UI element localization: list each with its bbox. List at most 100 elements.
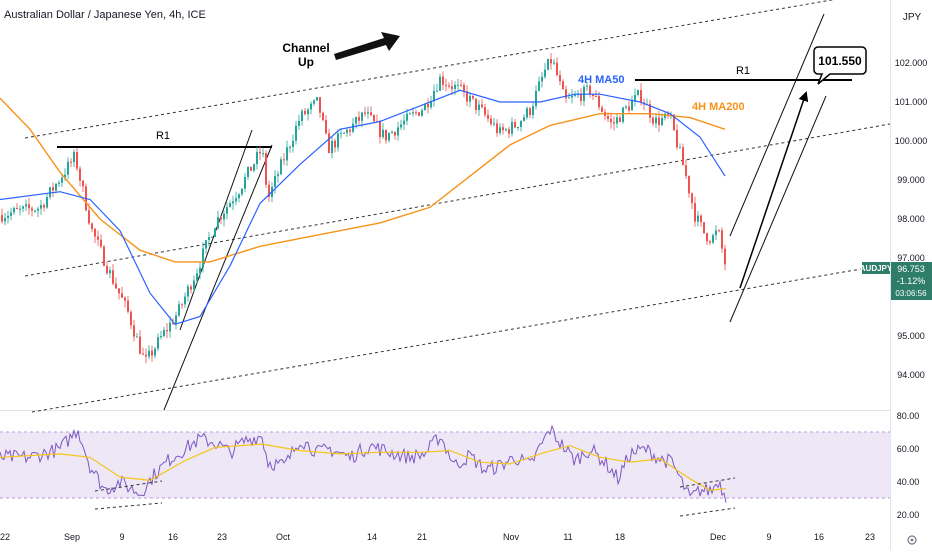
time-tick-label: 18 bbox=[615, 532, 625, 542]
rsi-tick-label: 80.00 bbox=[897, 411, 920, 421]
candle bbox=[124, 296, 126, 308]
candle bbox=[115, 277, 117, 290]
candle bbox=[634, 88, 636, 107]
wedge-lines bbox=[163, 13, 827, 411]
candle bbox=[688, 175, 690, 198]
time-tick-label: 23 bbox=[217, 532, 227, 542]
candle bbox=[352, 117, 354, 134]
candle bbox=[178, 300, 180, 317]
price-axis[interactable]: 102.000101.000100.00099.00098.00097.0009… bbox=[895, 58, 928, 380]
candle bbox=[112, 264, 114, 286]
channel-bottom-line bbox=[31, 263, 891, 413]
candle bbox=[451, 80, 453, 96]
channel-top-line bbox=[24, 0, 835, 139]
candle bbox=[691, 192, 693, 209]
candle bbox=[199, 262, 201, 280]
candle bbox=[526, 106, 528, 120]
candle bbox=[721, 227, 723, 253]
candle bbox=[349, 128, 351, 137]
candle bbox=[532, 101, 534, 120]
candle bbox=[235, 191, 237, 205]
candle bbox=[94, 227, 96, 244]
candle bbox=[628, 101, 630, 113]
candle bbox=[709, 239, 711, 246]
candle bbox=[28, 197, 30, 215]
candle bbox=[109, 266, 111, 279]
time-tick-label: 16 bbox=[814, 532, 824, 542]
channel-label-line2: Up bbox=[298, 55, 314, 69]
candle bbox=[529, 106, 531, 119]
rsi-line bbox=[0, 424, 727, 503]
candle bbox=[223, 210, 225, 227]
candle bbox=[16, 203, 18, 210]
r1-right-label: R1 bbox=[736, 65, 750, 77]
candle bbox=[517, 126, 519, 131]
rsi-ma-line bbox=[0, 443, 727, 491]
candle bbox=[184, 292, 186, 308]
candle bbox=[196, 268, 198, 284]
candle bbox=[442, 71, 444, 91]
candle bbox=[511, 117, 513, 137]
candle bbox=[562, 79, 564, 90]
candle bbox=[52, 182, 54, 198]
candle bbox=[625, 104, 627, 110]
channel-lines bbox=[24, 0, 891, 413]
candle bbox=[292, 134, 294, 153]
candle bbox=[205, 239, 207, 254]
candle bbox=[298, 114, 300, 130]
candle bbox=[637, 89, 639, 97]
time-axis[interactable]: 22 Sep 9 16 23 Oct 14 21 Nov 11 18 Dec 9 16 23 bbox=[0, 532, 875, 542]
time-tick-label: 9 bbox=[766, 532, 771, 542]
ma200-line bbox=[0, 97, 726, 263]
candle bbox=[142, 347, 144, 356]
rsi-axis[interactable]: 80.00 60.00 40.00 20.00 bbox=[897, 411, 920, 520]
candle bbox=[520, 120, 522, 132]
rsi-left-top-divergence bbox=[94, 480, 163, 492]
candle bbox=[556, 57, 558, 77]
price-tick-label: 98.000 bbox=[897, 214, 925, 224]
candle bbox=[601, 105, 603, 113]
ma200-label: 4H MA200 bbox=[692, 101, 745, 113]
candle bbox=[415, 109, 417, 116]
candle bbox=[34, 209, 36, 213]
candle bbox=[409, 112, 411, 115]
target-callout[interactable] bbox=[813, 46, 867, 85]
candle bbox=[616, 114, 618, 128]
candle bbox=[559, 70, 561, 86]
time-tick-label: 23 bbox=[865, 532, 875, 542]
chart-settings-icon[interactable] bbox=[907, 535, 917, 545]
candle bbox=[118, 288, 120, 300]
candle bbox=[388, 132, 390, 143]
candle bbox=[295, 120, 297, 145]
target-price-label: 101.550 bbox=[818, 54, 862, 68]
price-tick-label: 95.000 bbox=[897, 331, 925, 341]
candle bbox=[493, 117, 495, 127]
candle bbox=[373, 114, 375, 123]
candle bbox=[478, 100, 480, 117]
candle bbox=[307, 107, 309, 121]
candle bbox=[613, 116, 615, 131]
candle bbox=[718, 229, 720, 233]
candle bbox=[463, 82, 465, 98]
candle bbox=[487, 109, 489, 123]
candle bbox=[391, 130, 393, 134]
candle bbox=[301, 108, 303, 126]
target-arrow bbox=[739, 91, 809, 289]
candle bbox=[604, 108, 606, 121]
candle bbox=[25, 199, 27, 211]
candle bbox=[304, 107, 306, 116]
candle bbox=[523, 114, 525, 122]
last-price-label[interactable]: AUDJPY 96.753 -1.12% 03:06:56 bbox=[860, 262, 932, 300]
candle bbox=[76, 147, 78, 172]
candle bbox=[622, 106, 624, 124]
ma50-line bbox=[0, 89, 726, 325]
candle bbox=[385, 129, 387, 144]
candle bbox=[676, 124, 678, 150]
candle bbox=[643, 98, 645, 111]
candle bbox=[259, 145, 261, 160]
rsi-tick-label: 40.00 bbox=[897, 477, 920, 487]
candle bbox=[514, 119, 516, 129]
candle bbox=[211, 236, 213, 239]
